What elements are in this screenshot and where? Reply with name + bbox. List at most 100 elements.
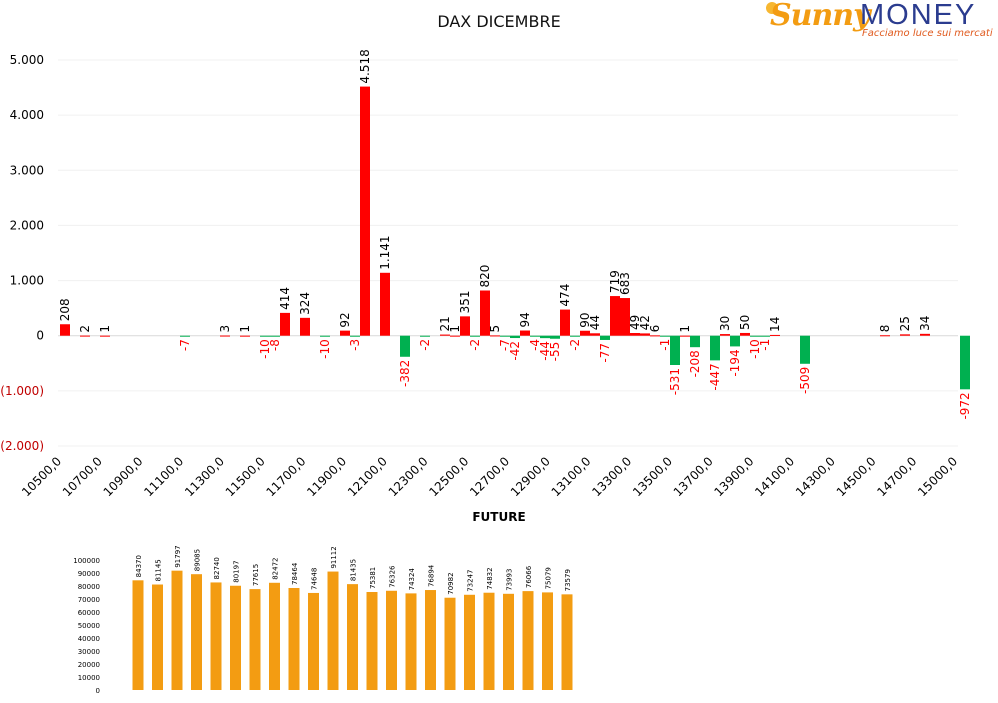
data-label: 1.141 <box>378 235 392 269</box>
bar <box>280 312 290 336</box>
data-label: 719 <box>608 270 622 293</box>
x-tick-label: 10700,0 <box>60 454 105 499</box>
sun-icon <box>766 2 778 14</box>
bar <box>180 335 190 337</box>
x-tick-label: 12900,0 <box>508 454 553 499</box>
bar <box>380 272 390 336</box>
y-tick-label: 4.000 <box>10 108 44 122</box>
x-tick-label: 13700,0 <box>671 454 716 499</box>
x-tick-label: 14700,0 <box>874 454 919 499</box>
y-tick-label: 2.000 <box>10 218 44 232</box>
bar <box>530 335 540 337</box>
data-label: -382 <box>398 360 412 387</box>
data-label: 90 <box>578 312 592 327</box>
data-label: -77 <box>598 343 612 363</box>
future-chart-title: FUTURE <box>472 510 526 524</box>
future-y-tick-label: 20000 <box>78 661 100 669</box>
future-bar <box>405 593 417 690</box>
bar <box>650 335 660 337</box>
future-bar <box>425 590 436 690</box>
bar <box>720 334 730 336</box>
future-data-label: 82472 <box>272 558 280 580</box>
future-y-tick-label: 0 <box>96 687 100 695</box>
future-bar <box>327 571 339 690</box>
bar <box>750 335 760 337</box>
future-data-label: 81435 <box>350 559 358 581</box>
bar <box>610 296 620 336</box>
future-bar <box>542 592 553 690</box>
bar <box>900 334 910 336</box>
data-label: 474 <box>558 284 572 307</box>
bar <box>350 335 360 337</box>
y-tick-label: (1.000) <box>0 384 44 398</box>
future-data-label: 91797 <box>174 545 182 567</box>
data-label: 414 <box>278 287 292 310</box>
future-bar <box>210 582 222 690</box>
bar <box>470 335 480 337</box>
bar <box>540 335 550 339</box>
data-label: 94 <box>518 312 532 327</box>
future-bar <box>288 587 300 690</box>
future-data-label: 75381 <box>369 567 377 589</box>
data-label: -3 <box>348 339 362 351</box>
future-bar <box>464 594 475 690</box>
bar <box>520 330 530 336</box>
data-label: -531 <box>668 368 682 395</box>
data-label: 21 <box>438 316 452 331</box>
data-label: -208 <box>688 350 702 377</box>
x-tick-label: 11900,0 <box>304 454 349 499</box>
future-data-label: 81145 <box>155 559 163 581</box>
x-tick-label: 14500,0 <box>834 454 879 499</box>
bar <box>660 335 670 337</box>
x-tick-label: 15000,0 <box>915 454 960 499</box>
bar <box>630 333 640 336</box>
x-tick-label: 13100,0 <box>549 454 594 499</box>
bar <box>490 335 500 337</box>
future-bar <box>132 580 144 690</box>
bar <box>80 335 90 337</box>
logo-tagline: Facciamo luce sui mercati <box>862 28 993 39</box>
bar <box>570 335 580 337</box>
bar <box>680 335 690 337</box>
future-bar <box>191 574 202 690</box>
data-label: -10 <box>318 339 332 359</box>
bar <box>220 335 230 337</box>
data-label: 351 <box>458 290 472 313</box>
data-label: -447 <box>708 363 722 390</box>
future-bar <box>386 590 397 690</box>
future-data-label: 80197 <box>233 560 241 582</box>
future-bar <box>561 594 573 690</box>
data-label: -7 <box>498 339 512 351</box>
x-tick-label: 11500,0 <box>223 454 268 499</box>
x-tick-label: 12700,0 <box>467 454 512 499</box>
data-label: 50 <box>738 315 752 330</box>
logo-script-text: Sunny <box>770 0 871 33</box>
data-label: -1 <box>658 339 672 351</box>
bar <box>920 333 930 336</box>
bar <box>580 330 590 336</box>
future-data-label: 74648 <box>311 568 319 590</box>
bar <box>240 335 250 337</box>
bar <box>300 317 310 336</box>
data-label: -1 <box>758 339 772 351</box>
data-label: 6 <box>648 325 662 333</box>
bar <box>760 335 770 337</box>
future-y-tick-label: 70000 <box>78 596 100 604</box>
future-data-label: 89085 <box>194 549 202 571</box>
data-label: -2 <box>418 339 432 351</box>
data-label: 34 <box>918 316 932 331</box>
data-label: -2 <box>468 339 482 351</box>
bar <box>500 335 510 337</box>
bar <box>710 335 720 361</box>
bar <box>620 298 630 336</box>
y-tick-label: 0 <box>36 329 44 343</box>
x-tick-label: 12100,0 <box>345 454 390 499</box>
future-data-label: 73579 <box>564 569 572 591</box>
bar <box>60 324 70 336</box>
bar <box>550 335 560 339</box>
bar <box>270 335 280 337</box>
x-tick-label: 11100,0 <box>141 454 186 499</box>
logo-main-text: MONEY <box>860 0 977 31</box>
x-tick-label: 14100,0 <box>752 454 797 499</box>
bar <box>340 330 350 336</box>
